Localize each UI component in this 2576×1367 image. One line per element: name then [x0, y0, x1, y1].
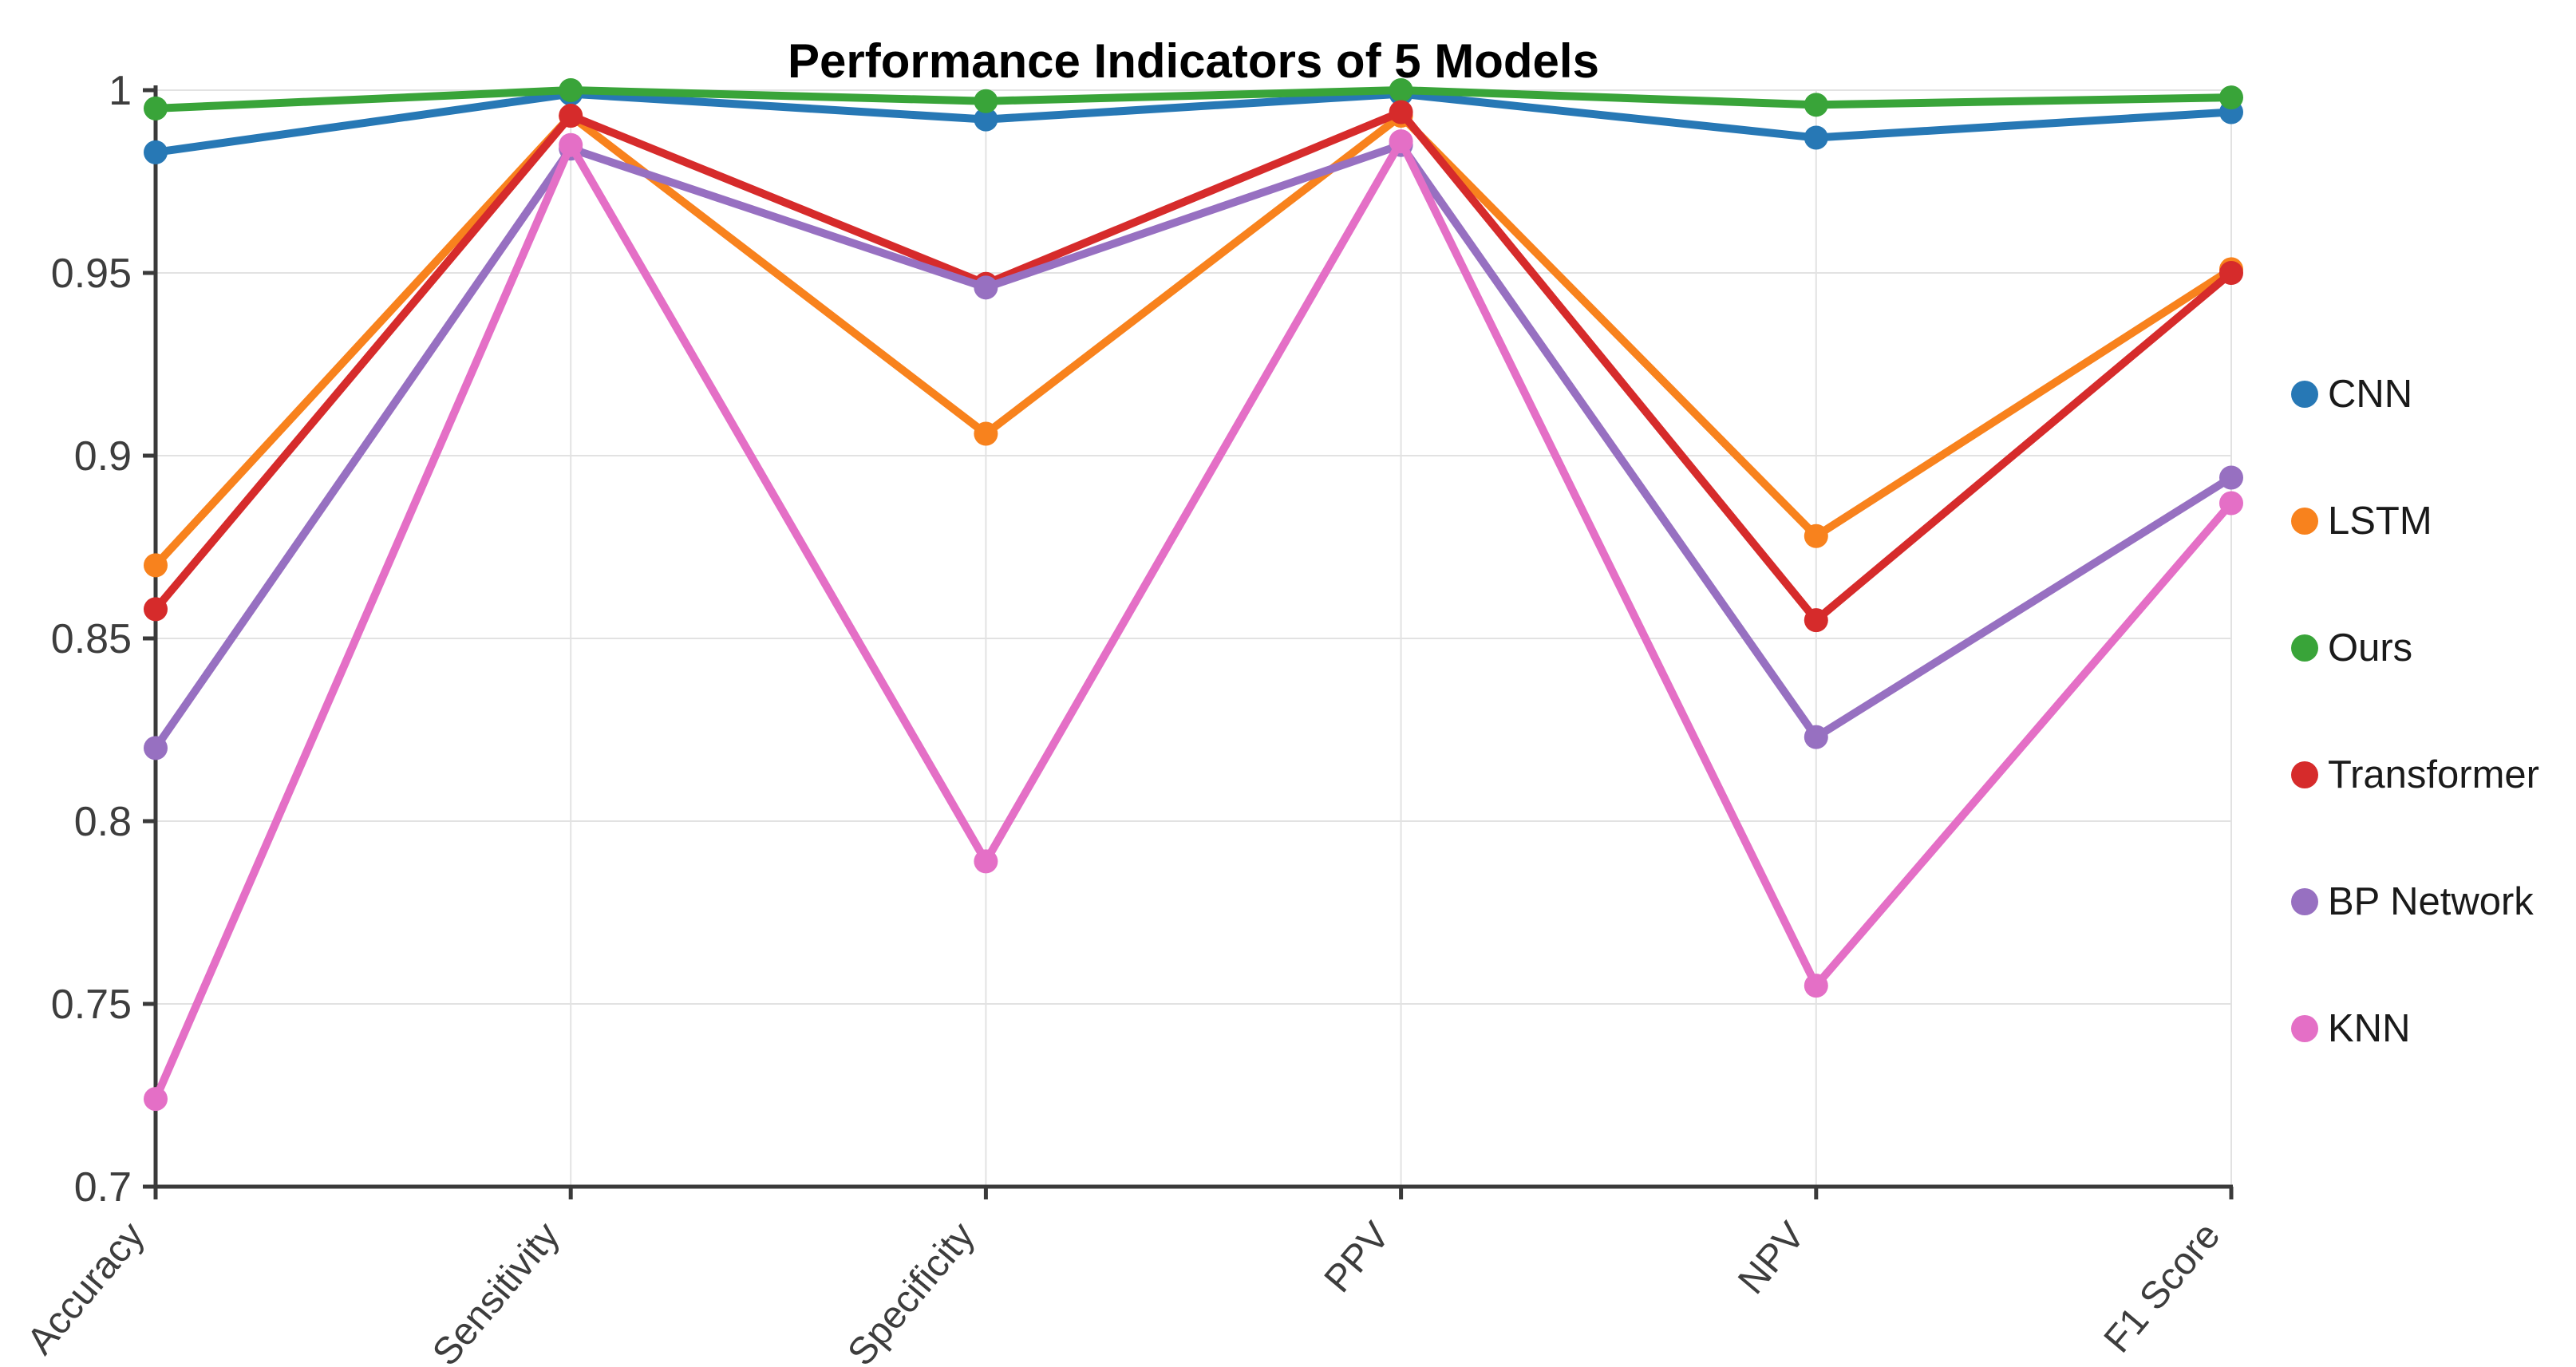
y-tick-label-0.75: 0.75	[51, 982, 132, 1028]
chart-title: Performance Indicators of 5 Models	[788, 34, 1599, 88]
legend-marker-icon-KNN	[2291, 1015, 2318, 1042]
data-point-Ours-PPV	[1389, 78, 1413, 102]
data-point-LSTM-Specificity	[974, 421, 998, 446]
legend-marker-icon-Ours	[2291, 634, 2318, 662]
legend-label-LSTM: LSTM	[2328, 500, 2432, 543]
y-tick-label-0.7: 0.7	[74, 1164, 132, 1211]
data-point-KNN-F1 Score	[2219, 491, 2243, 516]
legend-item-Transformer: Transformer	[2291, 749, 2539, 800]
x-tick-label-Sensitivity: Sensitivity	[425, 1215, 567, 1367]
y-tick-label-1: 1	[109, 68, 132, 114]
x-tick-label-Accuracy: Accuracy	[19, 1215, 152, 1362]
series-line-Transformer	[152, 108, 2235, 625]
legend-label-CNN: CNN	[2328, 373, 2413, 416]
data-point-KNN-Specificity	[974, 849, 998, 874]
legend-marker-icon-LSTM	[2291, 508, 2318, 535]
x-tick-label-NPV: NPV	[1730, 1215, 1813, 1302]
x-tick-label-Specificity: Specificity	[840, 1215, 982, 1367]
data-point-Transformer-Sensitivity	[559, 104, 583, 128]
y-tick-label-0.95: 0.95	[51, 251, 132, 297]
data-point-LSTM-NPV	[1804, 523, 1828, 548]
data-point-CNN-Specificity	[974, 107, 998, 132]
data-point-Transformer-F1 Score	[2219, 261, 2243, 285]
data-point-BP Network-NPV	[1804, 725, 1828, 749]
legend-marker-icon-BP Network	[2291, 888, 2318, 915]
data-point-Transformer-Accuracy	[144, 597, 168, 622]
legend-marker-icon-CNN	[2291, 381, 2318, 408]
series-line-BP Network	[152, 140, 2235, 753]
data-point-CNN-Accuracy	[144, 140, 168, 164]
legend-item-LSTM: LSTM	[2291, 496, 2432, 547]
data-point-Ours-Accuracy	[144, 96, 168, 121]
legend-item-BP Network: BP Network	[2291, 876, 2534, 927]
series-line-LSTM	[152, 112, 2235, 570]
data-point-BP Network-Accuracy	[144, 736, 168, 761]
legend-label-Ours: Ours	[2328, 626, 2413, 670]
data-point-Ours-Specificity	[974, 89, 998, 113]
data-point-Ours-Sensitivity	[559, 78, 583, 102]
legend-item-CNN: CNN	[2291, 369, 2412, 420]
y-tick-label-0.8: 0.8	[74, 799, 132, 845]
legend-label-BP Network: BP Network	[2328, 880, 2534, 923]
data-point-Transformer-PPV	[1389, 100, 1413, 124]
chart-legend: CNN LSTM Ours Transformer BP Network KNN	[2291, 0, 2576, 1367]
data-point-KNN-NPV	[1804, 974, 1828, 998]
data-point-KNN-Sensitivity	[559, 132, 583, 157]
x-tick-label-F1 Score: F1 Score	[2096, 1215, 2229, 1361]
legend-item-KNN: KNN	[2291, 1003, 2410, 1054]
legend-marker-icon-Transformer	[2291, 761, 2318, 788]
legend-label-Transformer: Transformer	[2328, 753, 2540, 796]
x-tick-label-PPV: PPV	[1317, 1215, 1398, 1301]
data-point-LSTM-Accuracy	[144, 553, 168, 578]
data-point-Ours-F1 Score	[2219, 85, 2243, 110]
legend-item-Ours: Ours	[2291, 622, 2412, 674]
data-point-Transformer-NPV	[1804, 608, 1828, 633]
data-point-KNN-PPV	[1389, 129, 1413, 154]
data-point-CNN-NPV	[1804, 125, 1828, 150]
legend-label-KNN: KNN	[2328, 1007, 2411, 1050]
y-tick-label-0.9: 0.9	[74, 433, 132, 480]
data-point-BP Network-Specificity	[974, 275, 998, 300]
series-line-Ours	[152, 86, 2235, 113]
data-point-Ours-NPV	[1804, 93, 1828, 117]
data-point-KNN-Accuracy	[144, 1087, 168, 1112]
y-tick-label-0.85: 0.85	[51, 616, 132, 662]
series-line-KNN	[152, 137, 2235, 1104]
data-point-BP Network-F1 Score	[2219, 465, 2243, 490]
series-line-CNN	[152, 89, 2235, 156]
